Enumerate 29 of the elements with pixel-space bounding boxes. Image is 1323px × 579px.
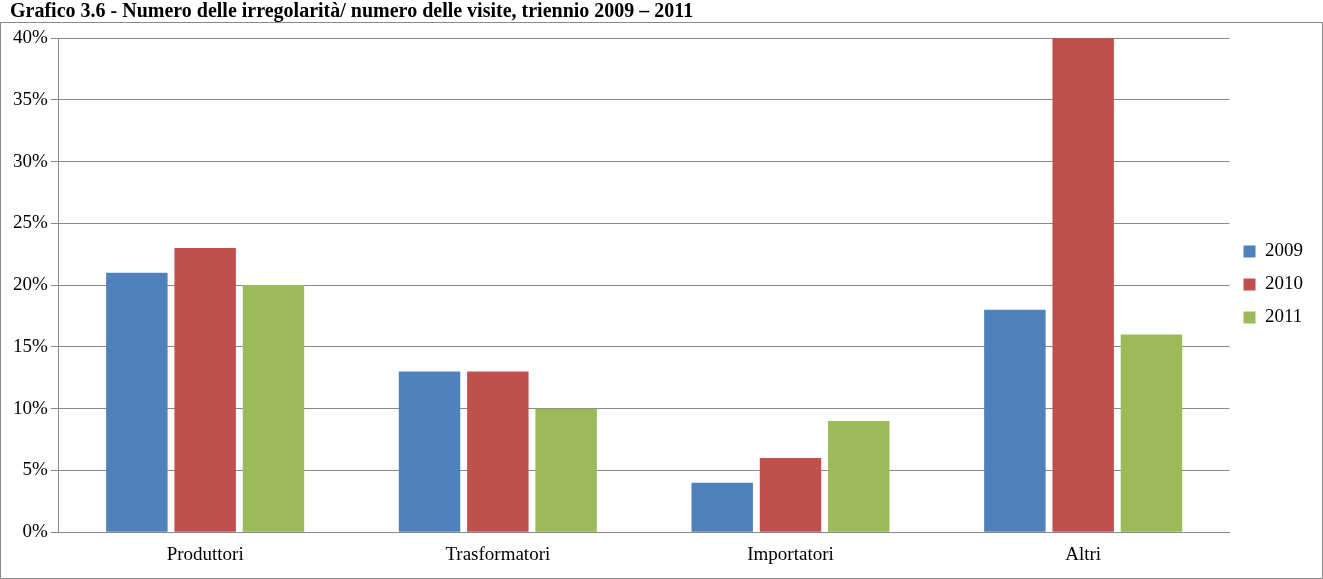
legend-label: 2010 (1265, 272, 1303, 294)
y-tick-label: 30% (13, 149, 48, 171)
y-tick-label: 40% (13, 25, 48, 47)
bar (691, 482, 753, 532)
bar (984, 309, 1046, 532)
x-tick-label: Produttori (166, 542, 244, 564)
x-tick-label: Altri (1065, 542, 1102, 564)
bar (398, 371, 461, 532)
x-tick-label: Trasformatori (445, 542, 551, 564)
bar (106, 272, 168, 532)
y-tick-label: 5% (22, 458, 48, 480)
bar (1120, 334, 1183, 532)
legend-label: 2009 (1265, 239, 1303, 261)
y-tick-label: 15% (13, 334, 48, 356)
bar (174, 248, 236, 532)
legend-label: 2011 (1265, 305, 1303, 327)
bar (1052, 38, 1114, 532)
y-tick-label: 20% (13, 273, 48, 295)
bar (467, 371, 529, 532)
bar (759, 458, 822, 532)
bar (242, 285, 305, 532)
y-tick-label: 10% (13, 396, 48, 418)
x-tick-label: Importatori (747, 542, 834, 564)
chart-title: Grafico 3.6 - Numero delle irregolarità/ numero delle visite, triennio 2009 – 2011 (10, 0, 694, 23)
bar (535, 408, 597, 532)
y-tick-label: 0% (22, 520, 48, 542)
y-tick-label: 35% (13, 87, 48, 109)
y-tick-label: 25% (13, 211, 48, 233)
bar (828, 421, 890, 532)
